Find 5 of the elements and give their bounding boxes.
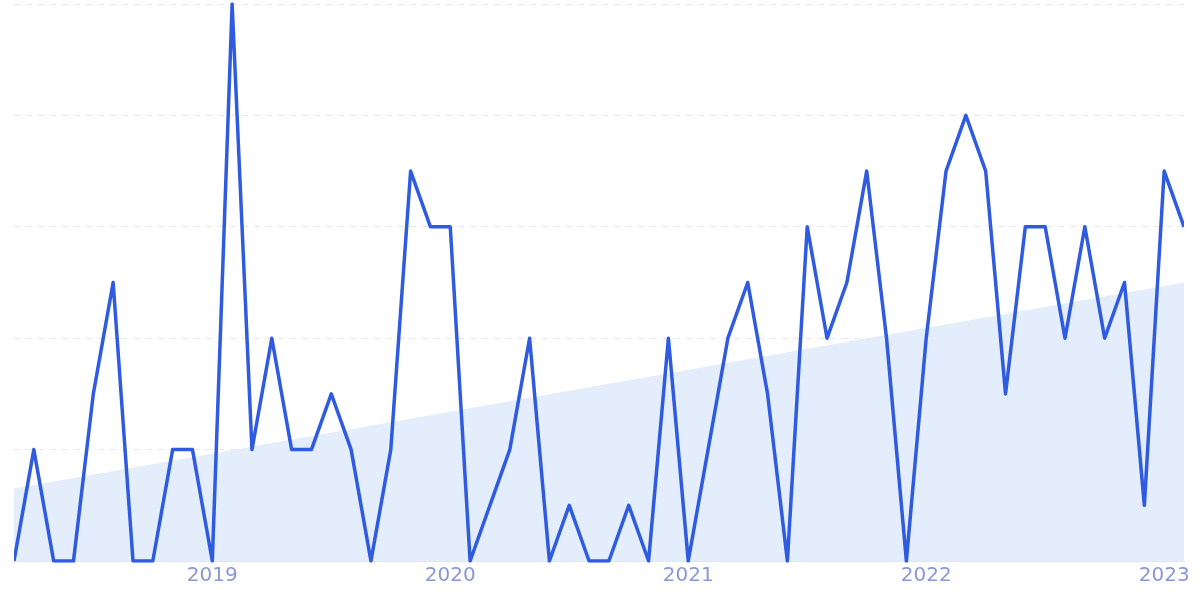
x-tick-label: 2021 xyxy=(662,562,714,587)
x-tick-label: 2020 xyxy=(424,562,476,587)
x-tick-label: 2019 xyxy=(186,562,238,587)
x-tick-label: 2022 xyxy=(900,562,952,587)
x-tick-label: 2023 xyxy=(1138,562,1190,587)
